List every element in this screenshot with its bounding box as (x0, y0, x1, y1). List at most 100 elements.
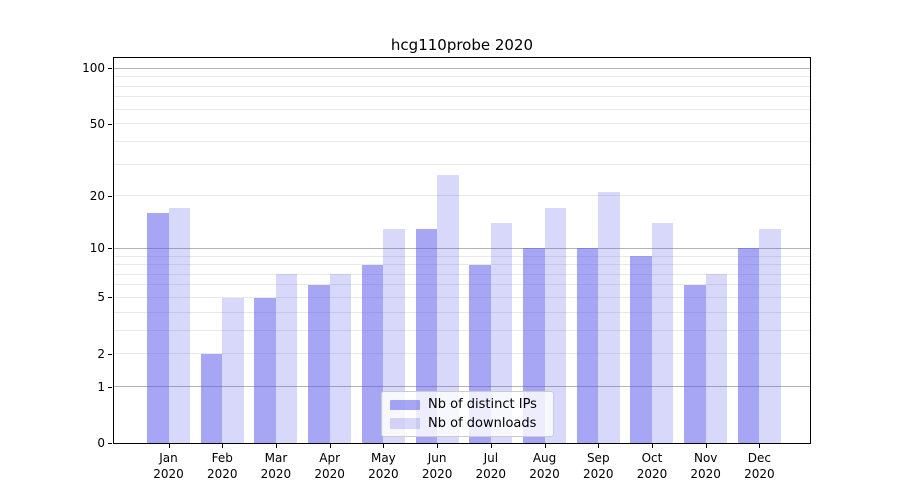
y-tick-mark-10 (108, 248, 112, 250)
bar-nb-of-downloads-aug (544, 208, 567, 443)
x-tick-month: Feb (211, 451, 233, 465)
x-tick-mark-dec (759, 444, 761, 448)
gridline-major-100 (114, 67, 810, 69)
legend-label-downloads: Nb of downloads (428, 415, 537, 431)
x-tick-month: May (370, 451, 396, 465)
x-tick-month: Sep (586, 451, 610, 465)
y-tick-label-0: 0 (97, 436, 105, 450)
plot-area: Nb of distinct IPs Nb of downloads (113, 57, 811, 444)
y-tick-mark-2 (108, 353, 112, 355)
y-tick-label-10: 10 (89, 241, 105, 256)
bar-nb-of-distinct-ips-jun (415, 228, 438, 443)
x-tick-mark-apr (329, 444, 331, 448)
x-tick-year: 2020 (744, 466, 775, 481)
y-tick-label-50: 50 (89, 116, 105, 131)
x-tick-year: 2020 (475, 466, 507, 481)
legend-label-distinct-ips: Nb of distinct IPs (428, 397, 537, 413)
x-tick-year: 2020 (582, 466, 614, 481)
bar-nb-of-distinct-ips-jan (147, 212, 169, 443)
x-tick-month: Nov (693, 451, 718, 465)
x-tick-label-jan: Jan 2020 (142, 451, 196, 482)
legend-item-distinct-ips: Nb of distinct IPs (390, 396, 545, 414)
gridline-minor-4 (114, 311, 810, 313)
y-tick-label-1: 1 (97, 379, 105, 394)
y-tick-label-5: 5 (97, 290, 105, 305)
gridline-minor-80 (114, 85, 810, 87)
gridline-minor-60 (114, 108, 810, 110)
y-tick-mark-5 (108, 297, 112, 299)
x-tick-mark-feb (222, 444, 224, 448)
bar-nb-of-downloads-feb (222, 297, 244, 443)
x-tick-month: Jan (159, 451, 178, 465)
x-tick-mark-mar (275, 444, 277, 448)
x-tick-label-aug: Aug 2020 (518, 451, 572, 482)
y-tick-label-100: 100 (82, 61, 105, 76)
bar-nb-of-distinct-ips-nov (684, 284, 706, 443)
gridline-major-1 (114, 386, 810, 388)
x-tick-month: Apr (319, 451, 341, 465)
x-tick-month: Aug (532, 451, 557, 465)
x-tick-year: 2020 (206, 466, 238, 481)
x-tick-mark-jul (490, 444, 492, 448)
gridline-minor-9 (114, 255, 810, 257)
y-tick-mark-100 (108, 68, 112, 70)
x-tick-mark-jan (168, 444, 170, 448)
x-tick-year: 2020 (368, 466, 399, 481)
x-tick-mark-oct (651, 444, 653, 448)
x-tick-label-oct: Oct 2020 (625, 451, 679, 482)
bar-nb-of-downloads-nov (705, 274, 728, 443)
bar-nb-of-distinct-ips-dec (737, 248, 760, 443)
gridline-minor-70 (114, 96, 810, 98)
bar-nb-of-distinct-ips-feb (200, 353, 223, 443)
legend: Nb of distinct IPs Nb of downloads (381, 391, 554, 437)
gridline-minor-7 (114, 273, 810, 275)
gridline-minor-2 (114, 353, 810, 355)
legend-swatch-distinct-ips (390, 399, 420, 410)
x-tick-mark-sep (598, 444, 600, 448)
y-tick-mark-0 (108, 443, 112, 444)
x-tick-label-mar: Mar 2020 (249, 451, 303, 482)
x-tick-label-apr: Apr 2020 (303, 451, 357, 482)
x-tick-year: 2020 (690, 466, 721, 481)
x-tick-month: Jun (427, 451, 447, 465)
x-tick-label-jul: Jul 2020 (464, 451, 518, 482)
gridline-minor-90 (114, 76, 810, 78)
x-tick-year: 2020 (260, 466, 292, 481)
bar-nb-of-distinct-ips-may (361, 264, 384, 443)
bar-nb-of-downloads-jul (490, 223, 513, 443)
x-tick-label-sep: Sep 2020 (571, 451, 625, 482)
x-tick-year: 2020 (153, 466, 184, 481)
x-tick-year: 2020 (529, 466, 560, 481)
bar-nb-of-distinct-ips-oct (630, 256, 652, 443)
x-tick-mark-jun (437, 444, 439, 448)
chart-title: hcg110probe 2020 (390, 36, 534, 54)
gridline-minor-30 (114, 163, 810, 165)
bar-nb-of-downloads-jun (437, 175, 459, 443)
x-tick-label-dec: Dec 2020 (732, 451, 786, 482)
x-tick-label-jun: Jun 2020 (410, 451, 464, 482)
y-tick-mark-20 (108, 195, 112, 197)
bar-nb-of-downloads-apr (329, 274, 352, 443)
bar-nb-of-distinct-ips-apr (308, 284, 330, 443)
x-tick-year: 2020 (314, 466, 345, 481)
gridline-minor-6 (114, 284, 810, 286)
gridline-minor-20 (114, 195, 810, 197)
gridline-minor-5 (114, 296, 810, 298)
x-tick-month: Jul (483, 451, 499, 465)
gridline-major-10 (114, 247, 810, 249)
x-tick-year: 2020 (636, 466, 668, 481)
bar-nb-of-downloads-jan (168, 208, 190, 443)
x-tick-label-feb: Feb 2020 (195, 451, 249, 482)
gridline-minor-8 (114, 264, 810, 266)
bar-nb-of-downloads-may (383, 228, 405, 443)
bar-nb-of-downloads-mar (275, 274, 298, 443)
x-tick-label-nov: Nov 2020 (679, 451, 733, 482)
gridline-minor-3 (114, 329, 810, 331)
bar-nb-of-downloads-oct (651, 223, 674, 443)
y-tick-mark-1 (108, 386, 112, 388)
bar-nb-of-downloads-dec (759, 228, 781, 443)
x-tick-mark-nov (705, 444, 707, 448)
x-tick-month: Oct (641, 451, 663, 465)
gridline-minor-40 (114, 140, 810, 142)
y-tick-label-2: 2 (97, 346, 105, 361)
